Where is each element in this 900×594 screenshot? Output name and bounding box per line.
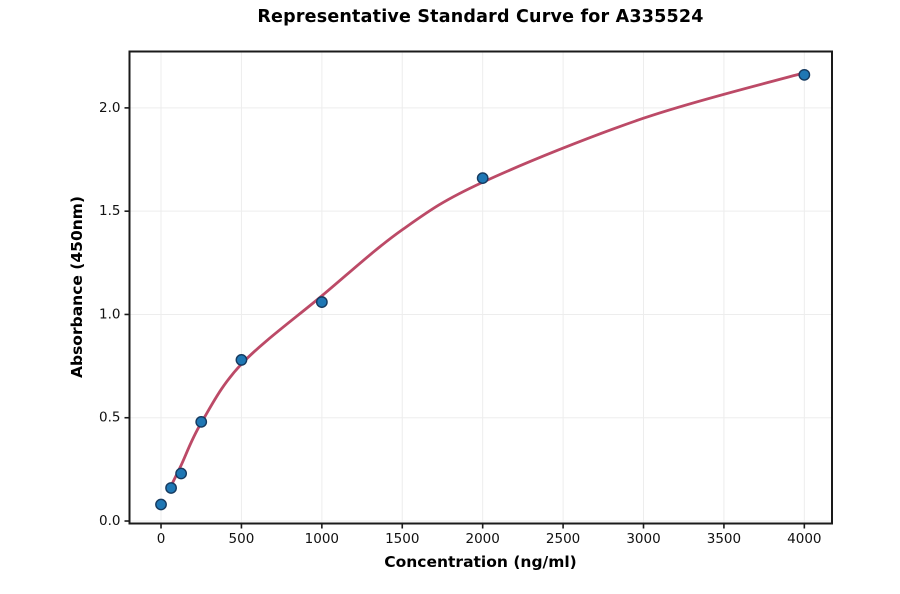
y-tick-label: 1.0 xyxy=(99,306,120,322)
y-tick-label: 0.0 xyxy=(99,513,120,529)
plot-border xyxy=(128,50,833,525)
x-tick-label: 3500 xyxy=(707,531,741,547)
chart-title: Representative Standard Curve for A33552… xyxy=(257,7,704,27)
x-tick-label: 0 xyxy=(157,531,166,547)
data-point xyxy=(798,68,811,81)
data-point xyxy=(476,172,489,185)
fit-curve xyxy=(169,71,806,488)
x-tick-label: 1000 xyxy=(305,531,339,547)
x-tick-label: 2000 xyxy=(466,531,500,547)
y-tick-label: 0.5 xyxy=(99,410,120,426)
y-tick-label: 1.5 xyxy=(99,203,120,219)
data-point xyxy=(235,354,248,366)
x-tick-label: 1500 xyxy=(385,531,419,547)
data-point xyxy=(165,482,177,494)
data-point xyxy=(315,296,328,308)
x-tick-label: 4000 xyxy=(787,531,821,547)
x-tick-label: 500 xyxy=(229,531,255,547)
data-point xyxy=(195,415,208,428)
y-tick-label: 2.0 xyxy=(99,100,120,116)
data-point xyxy=(155,498,167,511)
data-point xyxy=(175,467,188,480)
x-tick-label: 2500 xyxy=(546,531,580,547)
x-axis-label: Concentration (ng/ml) xyxy=(384,553,577,571)
x-tick-label: 3000 xyxy=(626,531,660,547)
y-axis-label: Absorbance (450nm) xyxy=(68,195,86,379)
